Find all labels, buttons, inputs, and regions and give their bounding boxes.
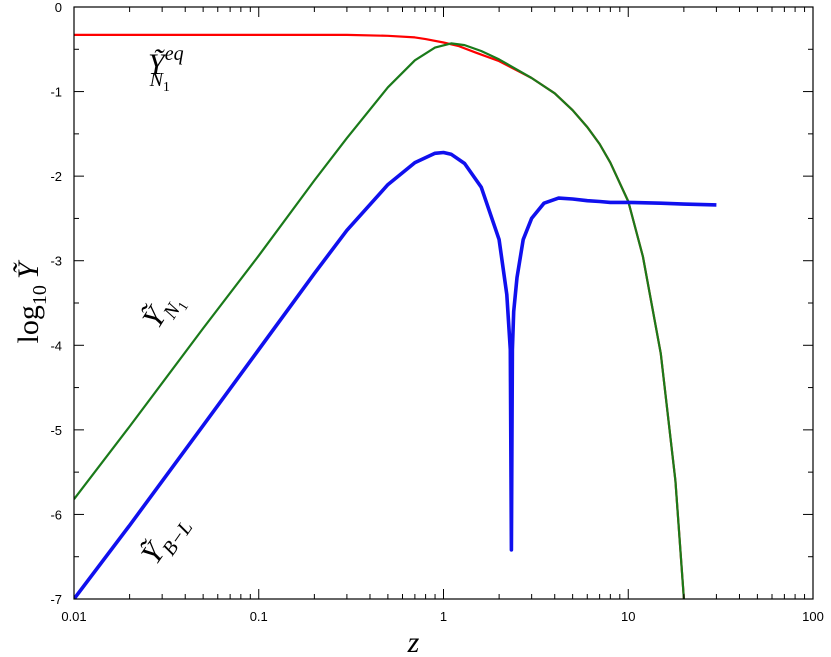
x-tick-label: 100	[802, 609, 824, 624]
series-line-n1	[74, 42, 685, 599]
y-tick-label: 0	[55, 0, 62, 15]
label-y-b-l: ỸB−L	[135, 507, 198, 573]
y-tick-label: -6	[50, 507, 62, 522]
x-tick-label: 0.1	[250, 609, 268, 624]
y-tick-label: -5	[50, 423, 62, 438]
ticks-layer	[73, 6, 814, 600]
y-axis-label: log10Ỹ	[12, 259, 51, 343]
labels-layer: 0.01 0.1 1 10 100 0 -1 -2 -3 -4 -5 -6 -7 z log10Ỹ Ỹeq N1…	[12, 0, 824, 657]
x-tick-label: 10	[621, 609, 635, 624]
series-layer	[74, 33, 717, 599]
y-tick-label: -7	[50, 592, 62, 607]
x-tick-label: 1	[440, 609, 447, 624]
y-tick-label: -4	[50, 338, 62, 353]
x-axis-label: z	[407, 626, 420, 657]
y-tick-label: -2	[50, 169, 62, 184]
label-y-eq-n1: Ỹeq N1	[148, 43, 184, 95]
label-y-n1: ỸN1	[136, 285, 192, 339]
y-tick-label: -1	[50, 85, 62, 100]
plot-frame	[73, 6, 814, 600]
x-tick-label: 0.01	[61, 609, 86, 624]
series-line-bl	[74, 150, 717, 599]
y-tick-label: -3	[50, 254, 62, 269]
